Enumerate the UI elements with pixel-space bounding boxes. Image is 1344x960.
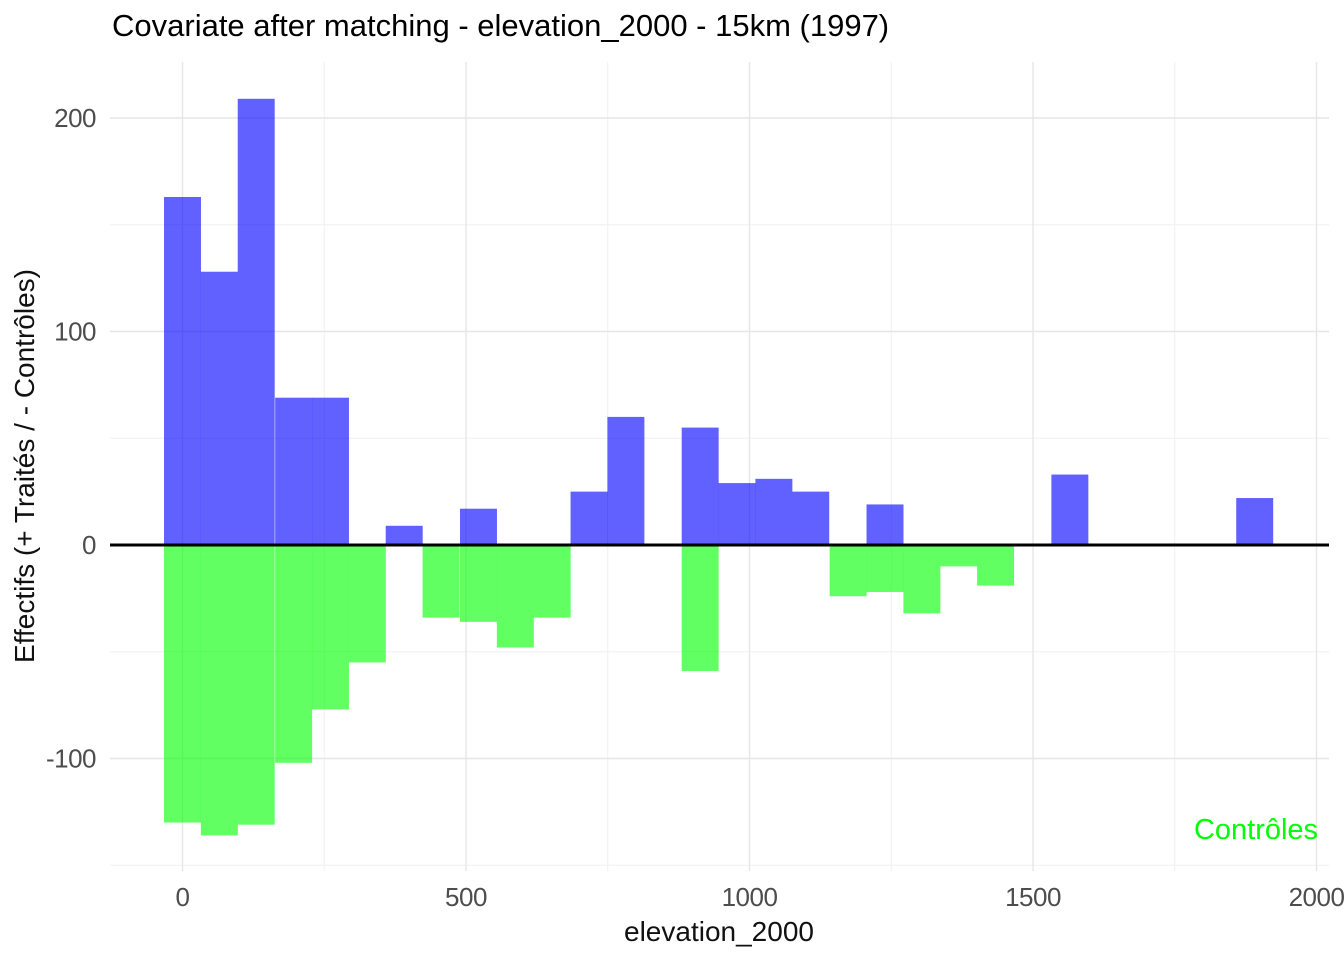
bar-controles <box>237 545 275 825</box>
bar-traites <box>681 427 719 545</box>
bar-traites <box>275 397 313 545</box>
bar-controles <box>422 545 460 618</box>
bar-traites <box>792 491 830 545</box>
bar-controles <box>275 545 313 763</box>
y-tick-label: 0 <box>82 530 96 560</box>
bars-layer <box>164 98 1274 836</box>
x-axis-title: elevation_2000 <box>624 916 814 947</box>
bar-traites <box>755 478 793 545</box>
bar-traites <box>237 98 275 545</box>
bar-controles <box>940 545 978 567</box>
y-tick-label: 200 <box>54 103 96 133</box>
y-axis-title: Effectifs (+ Traités / - Contrôles) <box>9 269 40 663</box>
bar-controles <box>312 545 349 710</box>
chart-title: Covariate after matching - elevation_200… <box>112 8 889 43</box>
bar-controles <box>681 545 719 671</box>
x-tick-label: 1000 <box>722 882 778 912</box>
bar-traites <box>718 483 756 545</box>
bar-traites <box>1051 474 1089 545</box>
bar-traites <box>459 508 497 545</box>
bar-traites <box>312 397 349 545</box>
bar-traites <box>164 196 201 545</box>
x-tick-label: 2000 <box>1289 882 1344 912</box>
bar-controles <box>866 545 904 592</box>
y-tick-label: -100 <box>46 744 96 774</box>
bar-traites <box>1236 498 1274 545</box>
bar-traites <box>607 416 645 545</box>
bar-controles <box>496 545 534 648</box>
bar-traites <box>570 491 608 545</box>
bar-controles <box>533 545 571 618</box>
y-tick-label: 100 <box>54 317 96 347</box>
bar-controles <box>977 545 1015 586</box>
bar-controles <box>164 545 201 823</box>
x-tick-label: 500 <box>445 882 487 912</box>
bar-controles <box>200 545 238 836</box>
bar-controles <box>829 545 867 597</box>
controles-annotation-label: Contrôles <box>1194 814 1318 846</box>
bar-traites <box>385 525 423 545</box>
bar-traites <box>200 271 238 545</box>
bar-controles <box>903 545 941 614</box>
x-tick-label: 1500 <box>1005 882 1061 912</box>
bar-controles <box>348 545 386 663</box>
bar-controles <box>459 545 497 622</box>
bar-traites <box>866 504 904 545</box>
x-tick-label: 0 <box>176 882 190 912</box>
